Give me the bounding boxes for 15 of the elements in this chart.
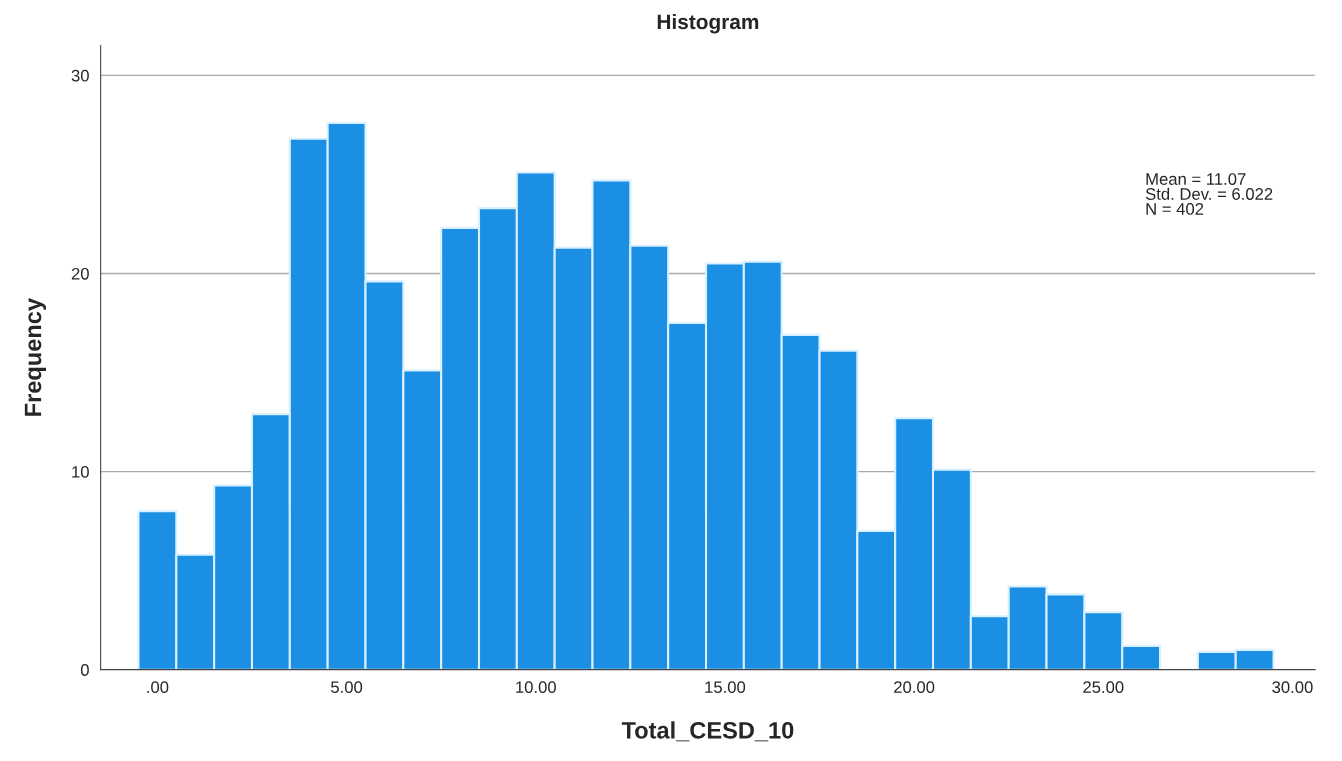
annotation: Mean = 11.07 Std. Dev. = 6.022 N = 402 — [1145, 173, 1273, 215]
x-tick-label: 20.00 — [894, 681, 935, 694]
x-axis-title: Total_CESD_10 — [621, 721, 794, 742]
x-tick-label: 10.00 — [516, 681, 556, 694]
chart-title: Histogram — [657, 13, 759, 34]
y-tick-label: 0 — [80, 664, 89, 676]
x-tick-label: 25.00 — [1083, 681, 1124, 694]
y-tick-label: 10 — [72, 465, 89, 478]
x-tick-label: 30.00 — [1272, 681, 1313, 694]
x-tick-label: 5.00 — [331, 681, 363, 694]
x-tick-label: .00 — [147, 681, 169, 694]
y-axis-title: Frequency — [24, 298, 46, 416]
x-tick-label: 15.00 — [705, 681, 746, 694]
y-tick-label: 30 — [71, 69, 89, 82]
y-tick-label: 20 — [71, 267, 89, 280]
